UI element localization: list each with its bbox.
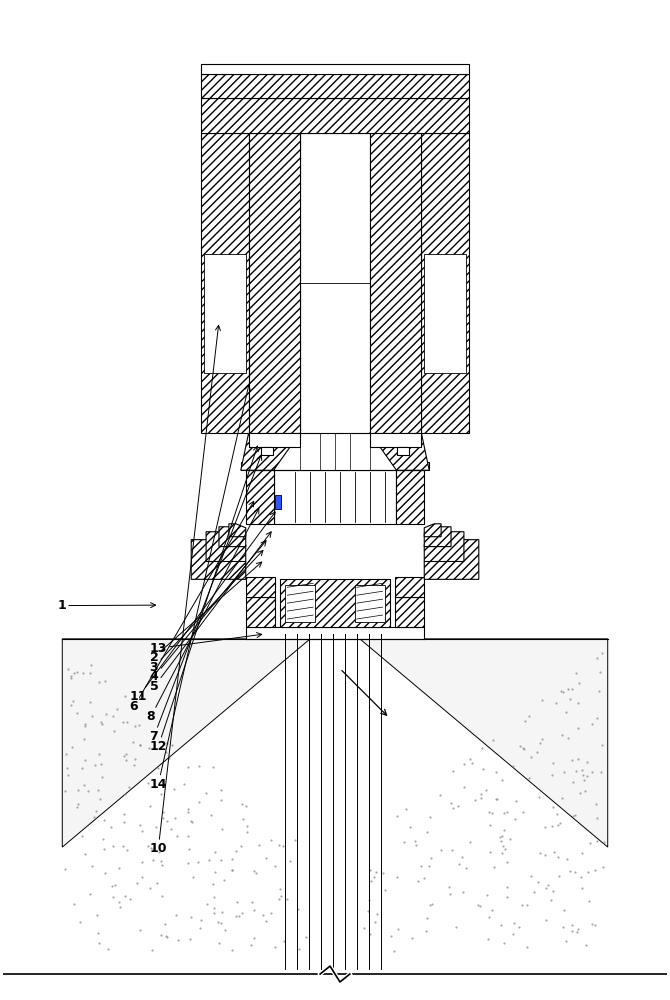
Bar bbox=[395, 597, 424, 627]
Bar bbox=[395, 577, 424, 597]
Bar bbox=[273, 470, 397, 524]
Text: 4: 4 bbox=[149, 541, 266, 683]
Text: 14: 14 bbox=[149, 385, 250, 791]
Text: 6: 6 bbox=[130, 501, 254, 713]
Bar bbox=[261, 447, 273, 455]
Polygon shape bbox=[370, 433, 429, 470]
Bar bbox=[370, 133, 421, 433]
Bar bbox=[246, 470, 273, 524]
Bar bbox=[246, 597, 275, 627]
Polygon shape bbox=[62, 639, 310, 847]
Bar bbox=[397, 462, 429, 470]
Polygon shape bbox=[424, 524, 441, 537]
Bar bbox=[370, 433, 421, 447]
Polygon shape bbox=[206, 532, 246, 561]
Bar bbox=[275, 495, 281, 509]
Polygon shape bbox=[424, 527, 451, 547]
Text: 5: 5 bbox=[149, 532, 271, 693]
Text: 2: 2 bbox=[149, 562, 262, 664]
Text: 7: 7 bbox=[149, 455, 262, 743]
Text: 8: 8 bbox=[147, 508, 259, 723]
Bar bbox=[201, 74, 469, 98]
Bar bbox=[397, 470, 424, 524]
Bar bbox=[300, 133, 370, 433]
Text: 10: 10 bbox=[149, 325, 220, 855]
Polygon shape bbox=[229, 524, 246, 537]
Bar bbox=[300, 433, 370, 470]
Bar bbox=[246, 627, 424, 639]
Bar bbox=[201, 64, 469, 74]
Bar bbox=[281, 579, 389, 627]
Text: 11: 11 bbox=[130, 512, 275, 703]
Polygon shape bbox=[424, 532, 464, 561]
Bar bbox=[249, 133, 300, 433]
Polygon shape bbox=[241, 433, 300, 470]
Polygon shape bbox=[219, 527, 246, 547]
Polygon shape bbox=[355, 585, 385, 622]
Polygon shape bbox=[191, 540, 246, 579]
Polygon shape bbox=[285, 585, 315, 622]
Bar bbox=[421, 133, 469, 433]
Polygon shape bbox=[360, 639, 608, 847]
Bar bbox=[246, 577, 275, 597]
Text: 12: 12 bbox=[149, 446, 258, 753]
Text: 1: 1 bbox=[58, 599, 155, 612]
Bar bbox=[201, 98, 469, 133]
Bar bbox=[249, 433, 300, 447]
Bar bbox=[204, 254, 246, 373]
Text: 13: 13 bbox=[149, 633, 262, 655]
Bar bbox=[201, 133, 249, 433]
Polygon shape bbox=[424, 540, 479, 579]
Bar bbox=[424, 254, 466, 373]
Text: 3: 3 bbox=[149, 550, 263, 674]
Bar bbox=[241, 462, 273, 470]
Bar bbox=[397, 447, 409, 455]
